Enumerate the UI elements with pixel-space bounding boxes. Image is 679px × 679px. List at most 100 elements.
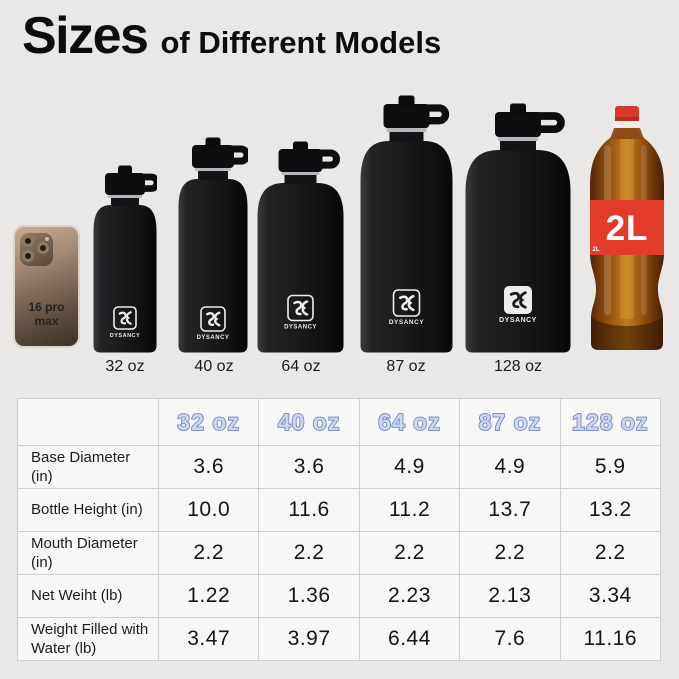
value-cell: 3.47 — [157, 617, 260, 661]
brand-name-text: DYSANCY — [110, 333, 140, 339]
value-cell: 7.6 — [459, 617, 561, 661]
bottle-steel-ring — [108, 195, 142, 198]
column-header-40-oz: 40 oz — [258, 398, 360, 446]
cola-neck-ring — [613, 120, 641, 128]
bottle-40oz-image: DYSANCY — [178, 137, 251, 353]
value-cell: 13.2 — [559, 488, 662, 532]
bottle-64oz-image: DYSANCY — [257, 141, 344, 353]
lid-knob — [205, 137, 221, 149]
bottle-caption-40oz: 40 oz — [194, 358, 234, 375]
value-cell: 6.44 — [358, 617, 461, 661]
brand-logo — [200, 306, 226, 332]
value-cell: 3.6 — [258, 445, 360, 489]
camera-flash-icon — [45, 237, 49, 241]
bottle-steel-ring — [386, 128, 427, 132]
cola-base — [591, 317, 663, 350]
cola-label — [590, 200, 664, 255]
value-cell: 2.2 — [258, 531, 360, 575]
bottle-body — [465, 150, 571, 353]
table-row: Weight Filled with Water (lb) 3.47 3.97 6.4… — [17, 617, 662, 661]
table-header-row: 32 oz 40 oz 64 oz 87 oz 128 oz — [17, 398, 662, 446]
lid-knob — [293, 141, 308, 153]
value-cell: 4.9 — [358, 445, 461, 489]
brand-logo-glyph — [125, 311, 132, 325]
bottle-body — [360, 141, 453, 353]
bottle-32oz-image: DYSANCY — [93, 165, 161, 353]
value-cell: 10.0 — [157, 488, 260, 532]
table-row: Net Weiht (lb) 1.22 1.36 2.23 2.13 3.34 — [17, 574, 662, 618]
value-cell: 2.2 — [459, 531, 561, 575]
title-primary: Sizes — [22, 7, 149, 65]
bottle-body — [178, 179, 248, 353]
bottle-steel-ring — [281, 172, 320, 175]
row-label: Base Diameter (in) — [17, 445, 159, 489]
value-cell: 13.7 — [459, 488, 561, 532]
brand-name-text: DYSANCY — [197, 335, 230, 341]
cola-bottle-2l-image: 2L 2L — [590, 106, 664, 350]
value-cell: 2.2 — [157, 531, 260, 575]
cola-cap-lip — [615, 117, 639, 121]
bottle-neck — [500, 141, 536, 151]
value-cell: 11.16 — [559, 617, 662, 661]
column-header-64-oz: 64 oz — [358, 398, 461, 446]
table-row: Bottle Height (in) 10.0 11.6 11.2 13.7 13.2 — [17, 488, 662, 532]
bottle-neck — [111, 198, 139, 206]
bottle-lid — [105, 173, 145, 195]
brand-logo — [113, 306, 137, 330]
brand-logo-glyph — [118, 311, 127, 325]
iphone-16-pro-max-image: 16 pro max — [13, 225, 80, 348]
table-corner-cell — [17, 398, 159, 446]
cola-neck — [610, 128, 644, 139]
bottle-caption-32oz: 32 oz — [105, 358, 145, 375]
value-cell: 3.6 — [157, 445, 260, 489]
bottle-caption-87oz: 87 oz — [386, 358, 426, 375]
value-cell: 3.97 — [258, 617, 360, 661]
lid-knob — [510, 103, 526, 116]
cola-volume-text-small: 2L — [592, 247, 599, 253]
page-title: Sizes of Different Models — [22, 6, 441, 66]
bottle-lid — [495, 112, 541, 137]
bottle-87oz-image: DYSANCY — [360, 95, 453, 353]
value-cell: 2.2 — [559, 531, 662, 575]
brand-logo-glyph — [398, 295, 409, 311]
value-cell: 1.36 — [258, 574, 360, 618]
value-cell: 1.22 — [157, 574, 260, 618]
lid-knob — [118, 165, 132, 177]
brand-name-text: DYSANCY — [284, 325, 317, 331]
brand-logo-glyph — [301, 300, 309, 316]
value-cell: 11.2 — [358, 488, 461, 532]
camera-lens-icon — [37, 242, 49, 254]
value-cell: 2.13 — [459, 574, 561, 618]
brand-logo-glyph — [519, 291, 527, 309]
bottle-steel-ring — [498, 137, 538, 141]
cola-volume-text: 2L — [606, 209, 649, 248]
brand-logo-glyph — [293, 300, 303, 316]
bottle-neck — [284, 175, 317, 184]
brand-logo-glyph — [407, 294, 415, 312]
table-row: Mouth Diameter (in) 2.2 2.2 2.2 2.2 2.2 — [17, 531, 662, 575]
spec-table: 32 oz 40 oz 64 oz 87 oz 128 oz Base Diameter … — [17, 398, 662, 661]
column-header-87-oz: 87 oz — [459, 398, 561, 446]
camera-lens-icon — [22, 250, 34, 262]
brand-logo — [392, 289, 421, 317]
bottle-lid — [192, 145, 234, 168]
phone-camera-module — [20, 233, 53, 266]
title-secondary: of Different Models — [160, 25, 442, 60]
row-label: Bottle Height (in) — [17, 488, 159, 532]
bottle-caption-64oz: 64 oz — [281, 358, 321, 375]
value-cell: 3.34 — [559, 574, 662, 618]
brand-logo-glyph — [509, 291, 521, 309]
value-cell: 2.23 — [358, 574, 461, 618]
value-cell: 5.9 — [559, 445, 662, 489]
row-label: Weight Filled with Water (lb) — [17, 617, 159, 661]
phone-screen-label: 16 pro max — [28, 300, 65, 328]
bottle-lid — [278, 149, 323, 172]
value-cell: 11.6 — [258, 488, 360, 532]
brand-name-text: DYSANCY — [389, 319, 424, 326]
bottle-lid — [383, 104, 430, 128]
camera-lens-icon — [22, 235, 34, 247]
row-label: Net Weiht (lb) — [17, 574, 159, 618]
column-header-32-oz: 32 oz — [157, 398, 260, 446]
bottle-body — [93, 205, 157, 353]
